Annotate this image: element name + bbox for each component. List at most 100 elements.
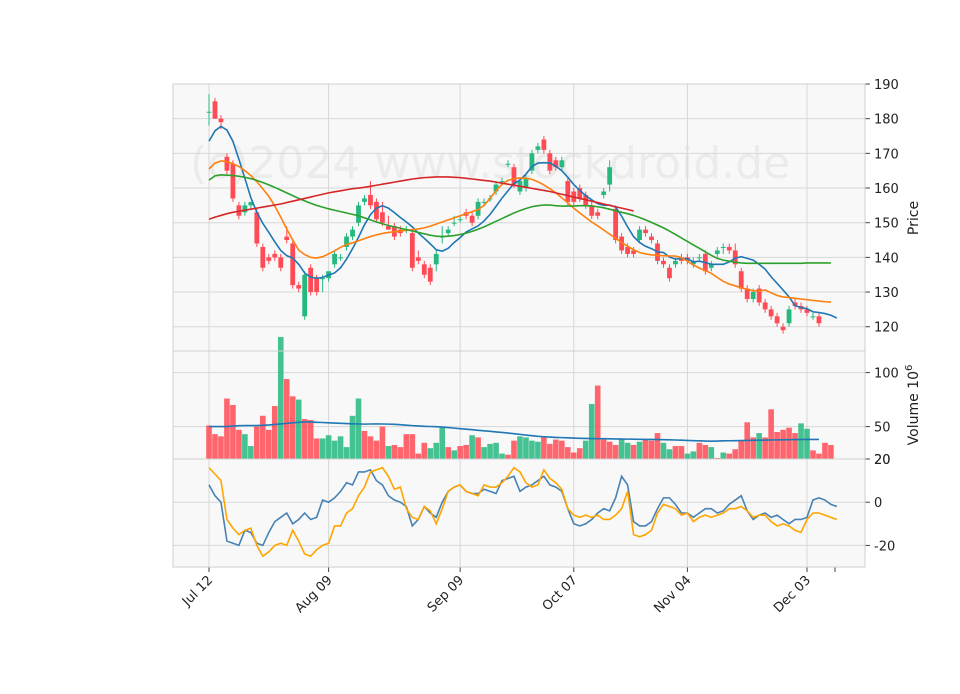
- volume-bar: [738, 440, 745, 459]
- volume-bar: [361, 430, 368, 459]
- volume-bar: [493, 442, 499, 459]
- volume-bar: [433, 442, 440, 459]
- volume-bar: [726, 453, 733, 459]
- candle-body: [278, 257, 284, 268]
- volume-average-line: [209, 421, 819, 442]
- candle-body: [595, 212, 601, 216]
- candle-body: [451, 222, 457, 224]
- candle-body: [589, 205, 595, 216]
- volume-bar: [654, 433, 661, 459]
- volume-y-tick-label: 20: [874, 453, 891, 468]
- candle-body: [350, 229, 355, 237]
- candle-body: [619, 236, 625, 251]
- candle-body: [601, 191, 607, 195]
- volume-bar: [212, 434, 218, 459]
- moving-average-lines: [208, 125, 838, 319]
- volume-bar: [427, 448, 434, 459]
- price-y-tick-label: 170: [874, 147, 899, 162]
- volume-bar: [421, 442, 428, 459]
- candle-body: [667, 267, 672, 279]
- candle-body: [368, 194, 373, 206]
- volume-bar: [624, 442, 631, 459]
- candle-body: [242, 205, 248, 213]
- volume-bar: [576, 448, 583, 459]
- price-y-tick-label: 150: [874, 217, 899, 232]
- volume-bar: [343, 447, 350, 459]
- candle-body: [218, 118, 224, 123]
- volume-bar: [606, 441, 613, 459]
- volume-bar: [409, 434, 416, 459]
- volume-bar: [618, 439, 625, 459]
- volume-bar: [541, 436, 547, 459]
- candle-body: [750, 292, 756, 299]
- candle-body: [541, 139, 547, 150]
- candle-body: [415, 257, 421, 261]
- volume-bar: [355, 398, 362, 459]
- volume-bar: [804, 428, 810, 459]
- candle-body: [625, 246, 630, 254]
- volume-bar: [594, 385, 601, 459]
- volume-axis-label: Volume 106: [904, 365, 922, 446]
- candle-body: [637, 229, 642, 241]
- volume-bar: [349, 415, 356, 459]
- candle-body: [457, 219, 463, 221]
- candle-body: [224, 156, 230, 171]
- volume-bar: [301, 419, 308, 459]
- volume-bar: [230, 405, 236, 459]
- oscillator-panel: [173, 459, 865, 567]
- candle-body: [780, 326, 786, 331]
- volume-bar: [780, 429, 786, 459]
- candle-body: [212, 101, 218, 119]
- x-tick-label: Dec 03: [771, 573, 814, 616]
- volume-bar: [582, 440, 589, 459]
- volume-bar: [612, 444, 619, 459]
- candle-body: [631, 250, 636, 254]
- volume-bar: [248, 446, 254, 459]
- volume-bar: [481, 447, 487, 459]
- volume-bar: [666, 449, 673, 459]
- volume-bar: [391, 444, 398, 459]
- candle-body: [248, 201, 254, 206]
- volume-bar: [511, 440, 517, 459]
- x-tick-label: Oct 07: [540, 573, 581, 614]
- candle-body: [714, 250, 720, 254]
- candle-body: [499, 181, 505, 183]
- candle-body: [523, 177, 529, 189]
- volume-bar: [236, 429, 242, 459]
- candle-body: [535, 146, 541, 150]
- price-y-tick-label: 120: [874, 321, 899, 336]
- candle-body: [314, 278, 320, 293]
- volume-bar: [768, 409, 774, 459]
- volume-bar: [277, 336, 284, 459]
- candle-body: [643, 229, 648, 234]
- candle-body: [505, 163, 511, 165]
- candle-body: [427, 267, 433, 282]
- volume-bar: [684, 453, 691, 459]
- volume-bars: [206, 336, 834, 459]
- candle-body: [744, 288, 750, 299]
- volume-bar: [319, 438, 326, 459]
- candle-body: [804, 309, 810, 313]
- candle-body: [344, 236, 349, 247]
- long-moving-average-line: [208, 176, 634, 220]
- candle-body: [565, 181, 571, 202]
- volume-bar: [206, 425, 212, 459]
- volume-bar: [451, 450, 457, 459]
- slow-moving-average-line: [208, 174, 831, 265]
- volume-bar: [313, 438, 320, 459]
- volume-bar: [559, 440, 565, 459]
- x-tick-label: Jul 12: [179, 573, 216, 610]
- candle-body: [296, 285, 302, 289]
- candle-body: [433, 253, 439, 265]
- volume-bar: [702, 444, 709, 459]
- candle-body: [708, 264, 714, 268]
- volume-bar: [283, 379, 290, 459]
- volume-bar: [457, 446, 463, 459]
- volume-bar: [828, 444, 834, 459]
- volume-bar: [439, 427, 446, 459]
- volume-bar: [630, 444, 637, 459]
- x-tick-label: Sep 09: [425, 573, 468, 616]
- price-y-tick-label: 160: [874, 182, 899, 197]
- candle-body: [511, 167, 517, 185]
- candle-body: [553, 160, 559, 168]
